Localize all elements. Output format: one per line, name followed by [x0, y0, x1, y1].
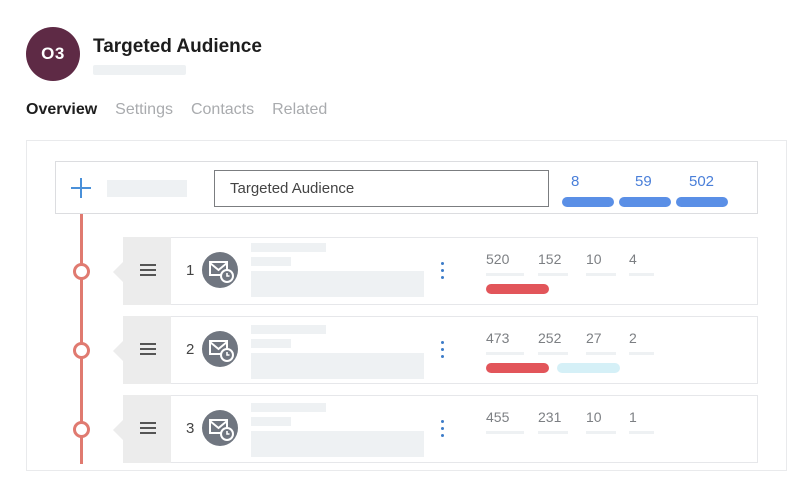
campaign-avatar: O3 [26, 27, 80, 81]
metric-underline [586, 431, 616, 434]
kebab-menu-icon[interactable] [438, 262, 446, 284]
plus-icon[interactable] [69, 176, 93, 200]
step-red-bar [486, 284, 549, 294]
step-number: 2 [186, 341, 195, 358]
tab-contacts[interactable]: Contacts [190, 101, 255, 118]
timeline-node [73, 342, 90, 359]
email-schedule-icon [202, 331, 238, 367]
step-metric: 252 [538, 330, 562, 346]
audience-stat-bar-3 [676, 197, 728, 207]
step-metric: 2 [629, 330, 637, 346]
step-placeholder [251, 257, 291, 266]
metric-underline [486, 431, 524, 434]
step-cyan-bar [557, 363, 620, 373]
subtitle-placeholder [93, 65, 186, 75]
step-card-1: 1 520 152 10 4 [113, 237, 758, 305]
step-placeholder [251, 417, 291, 426]
metric-underline [586, 273, 616, 276]
drag-lines-icon [140, 264, 156, 276]
step-placeholder [251, 431, 424, 457]
step-metric: 455 [486, 409, 510, 425]
step-metric: 1 [629, 409, 637, 425]
handle-notch [113, 340, 124, 362]
drag-handle[interactable] [123, 395, 171, 463]
audience-stat-3: 502 [689, 173, 715, 190]
step-placeholder [251, 353, 424, 379]
step-metric: 27 [586, 330, 602, 346]
metric-underline [538, 352, 568, 355]
step-placeholder [251, 339, 291, 348]
metric-underline [538, 273, 568, 276]
tab-overview[interactable]: Overview [26, 101, 98, 118]
step-number: 1 [186, 262, 195, 279]
step-card-2: 2 473 252 27 2 [113, 316, 758, 384]
step-placeholder [251, 243, 326, 252]
drag-handle[interactable] [123, 316, 171, 384]
audience-stat-bar-2 [619, 197, 671, 207]
step-number: 3 [186, 420, 195, 437]
audience-stat-1: 8 [571, 173, 580, 190]
step-metric: 4 [629, 251, 637, 267]
timeline-line [80, 214, 83, 464]
metric-underline [486, 352, 524, 355]
step-placeholder [251, 403, 326, 412]
audience-stat-2: 59 [635, 173, 652, 190]
email-schedule-icon [202, 410, 238, 446]
metric-underline [629, 352, 654, 355]
kebab-menu-icon[interactable] [438, 341, 446, 363]
audience-stat-bar-1 [562, 197, 614, 207]
metric-underline [586, 352, 616, 355]
step-red-bar [486, 363, 549, 373]
metric-underline [538, 431, 568, 434]
step-placeholder [251, 271, 424, 297]
step-metric: 10 [586, 251, 602, 267]
step-metric: 10 [586, 409, 602, 425]
metric-underline [629, 273, 654, 276]
metric-underline [629, 431, 654, 434]
step-placeholder [251, 325, 326, 334]
tab-related[interactable]: Related [272, 101, 328, 118]
page-title: Targeted Audience [93, 36, 262, 57]
metric-underline [486, 273, 524, 276]
handle-notch [113, 419, 124, 441]
drag-handle[interactable] [123, 237, 171, 305]
drag-lines-icon [140, 343, 156, 355]
step-card-3: 3 455 231 10 1 [113, 395, 758, 463]
step-metric: 152 [538, 251, 562, 267]
audience-header-card: 8 59 502 [55, 161, 758, 214]
step-metric: 231 [538, 409, 562, 425]
timeline-node [73, 263, 90, 280]
step-metric: 473 [486, 330, 510, 346]
audience-name-input[interactable] [214, 170, 549, 207]
header-placeholder [107, 180, 187, 197]
step-metric: 520 [486, 251, 510, 267]
drag-lines-icon [140, 422, 156, 434]
tab-bar: Overview Settings Contacts Related [26, 101, 327, 119]
tab-settings[interactable]: Settings [115, 101, 173, 118]
handle-notch [113, 261, 124, 283]
kebab-menu-icon[interactable] [438, 420, 446, 442]
timeline-node [73, 421, 90, 438]
email-schedule-icon [202, 252, 238, 288]
